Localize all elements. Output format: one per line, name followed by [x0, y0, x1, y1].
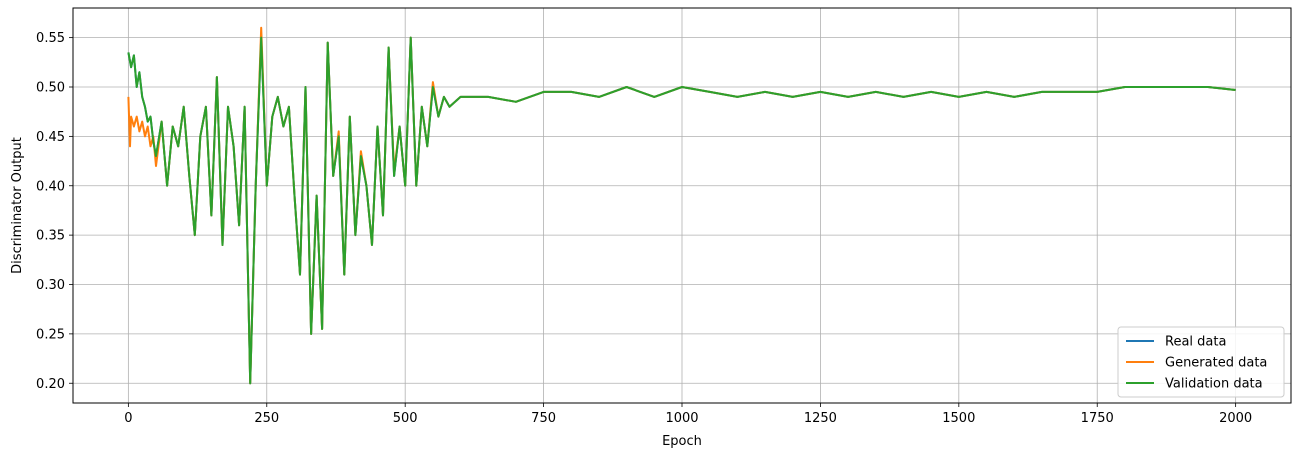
x-tick-label: 1500: [942, 411, 975, 426]
x-tick-label: 750: [531, 411, 556, 426]
x-tick-label: 1000: [665, 411, 698, 426]
y-axis-title: Discriminator Output: [10, 137, 25, 274]
axis-ticks: 0 250 500 750 1000 1250 1500 1750 2000 0.20 0.25 0.…: [36, 31, 1252, 426]
y-tick-label: 0.25: [36, 327, 65, 342]
x-tick-label: 500: [393, 411, 418, 426]
y-tick-label: 0.35: [36, 229, 65, 244]
legend-label: Generated data: [1165, 356, 1267, 371]
series-line-2: [127, 36, 1236, 385]
y-tick-label: 0.50: [36, 81, 65, 96]
legend-label: Real data: [1165, 335, 1226, 350]
series-lines: [127, 26, 1236, 385]
y-tick-label: 0.20: [36, 377, 65, 392]
legend: Real data Generated data Validation data: [1117, 326, 1285, 398]
y-tick-label: 0.30: [36, 278, 65, 293]
x-tick-label: 1750: [1081, 411, 1114, 426]
x-tick-label: 2000: [1219, 411, 1252, 426]
y-tick-label: 0.45: [36, 130, 65, 145]
legend-box: [1117, 326, 1285, 398]
x-tick-label: 250: [254, 411, 279, 426]
x-axis-title: Epoch: [662, 434, 702, 449]
grid: [73, 8, 1291, 403]
y-tick-label: 0.55: [36, 31, 65, 46]
y-tick-label: 0.40: [36, 179, 65, 194]
x-tick-label: 1250: [804, 411, 837, 426]
legend-label: Validation data: [1165, 377, 1263, 392]
x-tick-label: 0: [124, 411, 132, 426]
